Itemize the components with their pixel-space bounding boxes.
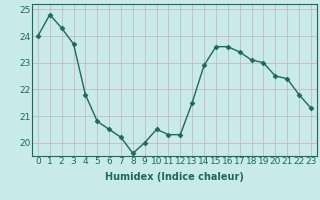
X-axis label: Humidex (Indice chaleur): Humidex (Indice chaleur) — [105, 172, 244, 182]
